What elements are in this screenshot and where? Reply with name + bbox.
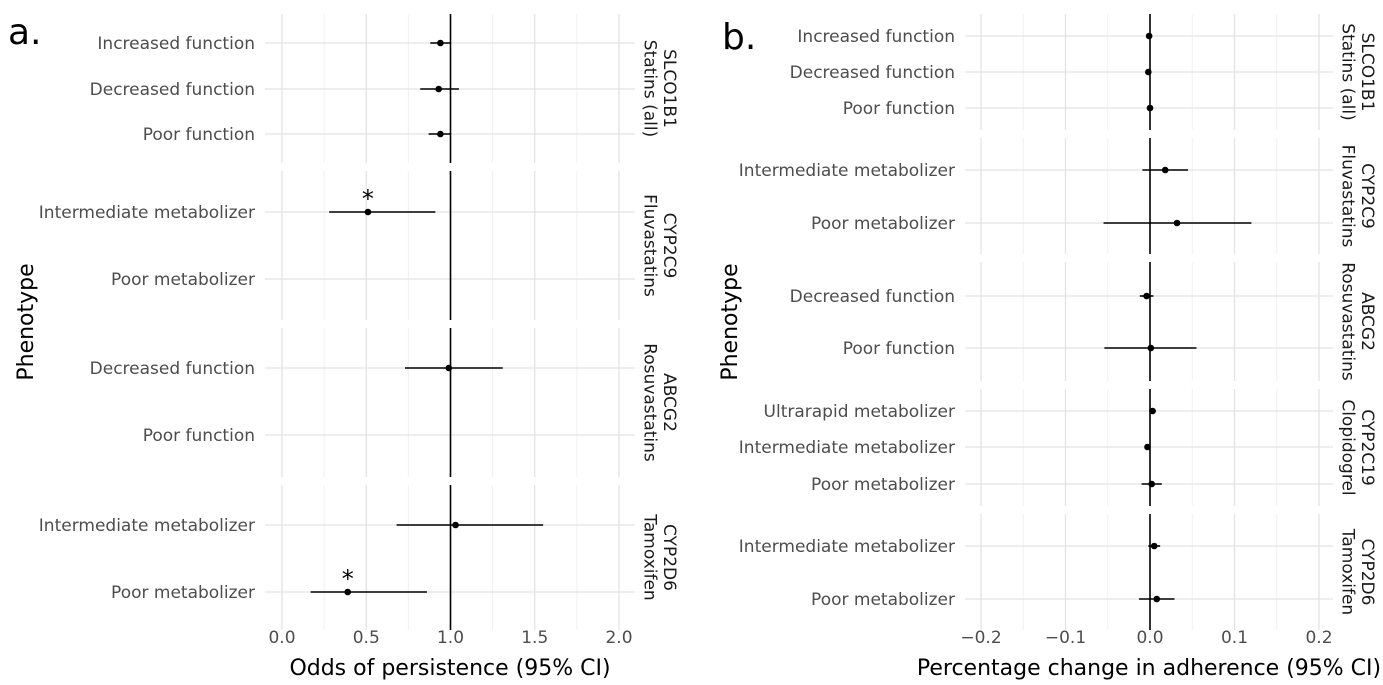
x-tick-label: 0.5: [353, 628, 380, 648]
facet-strip-line: Statins (all): [1337, 23, 1357, 120]
point-estimate: [344, 588, 352, 596]
point-estimate: [452, 521, 459, 529]
facet-strip-line: Statins (all): [639, 40, 659, 137]
facet-strip-label: SLCO1B1Statins (all): [1337, 23, 1377, 120]
facet-strip-line: Rosuvastatins: [639, 343, 659, 462]
row-label: Decreased function: [90, 80, 255, 100]
row-label: Poor function: [843, 99, 955, 119]
row-label: Intermediate metabolizer: [39, 516, 255, 536]
facet-strip-label: CYP2C9Fluvastatins: [639, 194, 679, 297]
point-estimate: [435, 85, 443, 93]
row-label: Poor metabolizer: [811, 475, 955, 495]
facet-strip-line: CYP2C9: [1357, 163, 1377, 229]
x-tick-label: 1.0: [437, 628, 464, 648]
point-estimate: [1145, 32, 1153, 40]
facet-strip-line: Rosuvastatins: [1337, 262, 1357, 381]
row-label: Poor function: [843, 339, 955, 359]
facet-strip-label: SLCO1B1Statins (all): [639, 40, 679, 137]
point-estimate: [1149, 407, 1156, 415]
x-tick-label: 1.5: [521, 628, 548, 648]
facet-panel: [965, 138, 1333, 254]
facet-strip-line: CYP2D6: [659, 524, 679, 591]
facet-strip-line: CYP2C9: [659, 213, 679, 279]
row-label: Poor function: [143, 125, 255, 145]
point-estimate: [1147, 344, 1155, 352]
facet-strip-line: CYP2C19: [1357, 409, 1377, 486]
facet-strip-line: ABCG2: [659, 373, 679, 432]
point-estimate: [1148, 480, 1155, 488]
facet-strip-line: Fluvastatins: [1337, 145, 1357, 248]
x-axis-title: Percentage change in adherence (95% CI): [917, 656, 1381, 681]
row-label: Increased function: [97, 34, 255, 54]
y-axis-title: Phenotype: [14, 263, 39, 380]
row-label: Poor metabolizer: [811, 590, 955, 610]
row-label: Intermediate metabolizer: [739, 161, 955, 181]
point-estimate: [445, 364, 453, 372]
point-estimate: [1153, 595, 1161, 603]
x-tick-label: −0.2: [960, 628, 1001, 648]
row-label: Decreased function: [90, 359, 255, 379]
significance-marker: *: [342, 565, 354, 593]
y-axis-title: Phenotype: [718, 263, 743, 380]
point-estimate: [364, 208, 372, 216]
point-estimate: [437, 39, 444, 47]
row-label: Intermediate metabolizer: [739, 537, 955, 557]
point-estimate: [437, 130, 444, 138]
facet-strip-label: ABCG2Rosuvastatins: [639, 343, 679, 462]
facet-strip-line: Tamoxifen: [1337, 528, 1357, 615]
x-tick-label: 2.0: [605, 628, 632, 648]
row-label: Poor metabolizer: [811, 214, 955, 234]
x-tick-label: −0.1: [1045, 628, 1086, 648]
point-estimate: [1146, 104, 1154, 112]
point-estimate: [1173, 219, 1181, 227]
x-tick-label: 0.0: [268, 628, 295, 648]
row-label: Ultrarapid metabolizer: [764, 402, 955, 422]
significance-marker: *: [362, 185, 374, 213]
row-label: Poor metabolizer: [111, 270, 255, 290]
row-label: Poor function: [143, 426, 255, 446]
point-estimate: [1143, 292, 1150, 300]
facet-strip-line: ABCG2: [1357, 292, 1377, 351]
row-label: Intermediate metabolizer: [39, 203, 255, 223]
point-estimate: [1150, 542, 1158, 550]
point-estimate: [1144, 443, 1151, 451]
facet-strip-line: SLCO1B1: [1357, 33, 1377, 112]
point-estimate: [1145, 68, 1152, 76]
x-tick-label: 0.1: [1221, 628, 1248, 648]
facet-strip-line: Fluvastatins: [639, 194, 659, 297]
row-label: Decreased function: [790, 287, 955, 307]
facet-strip-label: ABCG2Rosuvastatins: [1337, 262, 1377, 381]
facet-strip-line: Clopidogrel: [1337, 399, 1357, 495]
row-label: Decreased function: [790, 63, 955, 83]
facet-strip-label: CYP2C9Fluvastatins: [1337, 145, 1377, 248]
panel-label: b.: [722, 17, 756, 58]
facet-strip-line: CYP2D6: [1357, 539, 1377, 606]
facet-strip-label: CYP2C19Clopidogrel: [1337, 399, 1377, 495]
x-axis-title: Odds of persistence (95% CI): [289, 656, 610, 681]
facet-strip-label: CYP2D6Tamoxifen: [1337, 528, 1377, 615]
facet-strip-line: Tamoxifen: [639, 513, 659, 600]
row-label: Intermediate metabolizer: [739, 438, 955, 458]
row-label: Poor metabolizer: [111, 583, 255, 603]
x-tick-label: 0.2: [1305, 628, 1332, 648]
point-estimate: [1161, 166, 1169, 174]
facet-panel: [965, 514, 1333, 630]
panel-label: a.: [8, 12, 42, 53]
facet-strip-line: SLCO1B1: [659, 49, 679, 128]
facet-strip-label: CYP2D6Tamoxifen: [639, 513, 679, 600]
facet-panel: [965, 262, 1333, 381]
x-tick-label: 0.0: [1136, 628, 1163, 648]
row-label: Increased function: [797, 27, 955, 47]
